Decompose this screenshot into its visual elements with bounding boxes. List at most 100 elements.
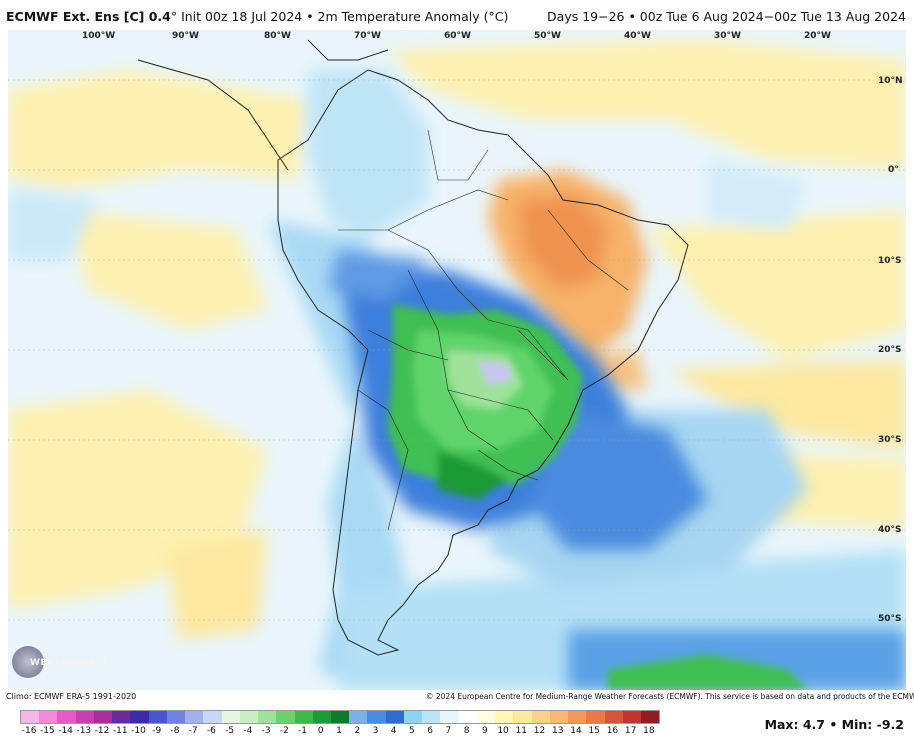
climo-note: Climo: ECMWF ERA-5 1991-2020 [6, 692, 137, 701]
color-swatch [276, 711, 295, 723]
color-swatch [166, 711, 186, 723]
color-swatch [349, 711, 368, 723]
color-swatch [622, 711, 641, 723]
scale-tick-label: 7 [445, 726, 452, 736]
lon-label: 30°W [714, 31, 741, 41]
anomaly-map [8, 30, 906, 690]
color-swatch [203, 711, 222, 723]
color-scale-ticks: -16 -15 -14 -13 -12 -11 -10 -9 -8 -7 -6 -5 -4 -3 -2 -1 0… [20, 726, 660, 738]
scale-tick-label: -1 [298, 726, 308, 736]
scale-tick-label: 10 [497, 726, 509, 736]
lat-label: 0° [888, 165, 899, 175]
header: ECMWF Ext. Ens [C] 0.4° Init 00z 18 Jul … [0, 0, 914, 30]
scale-tick-label: 4 [390, 726, 397, 736]
color-swatch [148, 711, 167, 723]
scale-tick-label: -9 [152, 726, 162, 736]
lon-label: 50°W [534, 31, 561, 41]
color-swatch [112, 711, 131, 723]
footer: Climo: ECMWF ERA-5 1991-2020 © 2024 Euro… [0, 690, 914, 750]
lon-label: 80°W [264, 31, 291, 41]
scale-tick-label: -6 [206, 726, 216, 736]
scale-tick-label: 6 [427, 726, 434, 736]
color-swatch [549, 711, 569, 723]
lat-label: 10°S [878, 256, 902, 266]
model-name: ECMWF Ext. Ens [C] 0.4 [6, 9, 171, 24]
color-swatch [604, 711, 623, 723]
lon-label: 20°W [804, 31, 831, 41]
lon-label: 70°W [354, 31, 381, 41]
color-swatch [385, 711, 404, 723]
color-swatch [57, 711, 76, 723]
scale-tick-label: 5 [409, 726, 415, 736]
warm-orange-field [488, 170, 648, 390]
scale-tick-label: -15 [39, 726, 55, 736]
lat-label: 20°S [878, 345, 902, 355]
color-swatch [239, 711, 259, 723]
color-swatch [185, 711, 204, 723]
continent-outline [137, 39, 689, 656]
color-swatch [258, 711, 277, 723]
scale-tick-label: -5 [225, 726, 235, 736]
scale-tick-label: -10 [131, 726, 146, 736]
scale-tick-label: 17 [624, 726, 637, 736]
color-swatch [93, 711, 113, 723]
color-swatch [568, 711, 587, 723]
scale-tick-label: -12 [94, 726, 110, 736]
scale-tick-label: -3 [261, 726, 271, 736]
map-canvas [8, 30, 906, 690]
weatherbell-logo: WEATHERBELL [12, 646, 109, 680]
copyright-note: © 2024 European Centre for Medium-Range … [426, 692, 914, 701]
max-min-readout: Max: 4.7 • Min: -9.2 [764, 717, 904, 732]
scale-tick-label: -13 [76, 726, 92, 736]
scale-tick-label: 0 [317, 726, 324, 736]
lon-label: 40°W [624, 31, 651, 41]
scale-tick-label: -16 [21, 726, 37, 736]
color-swatch [440, 711, 459, 723]
color-swatch [476, 711, 496, 723]
scale-tick-label: 18 [643, 726, 655, 736]
color-swatch [312, 711, 331, 723]
color-swatch [330, 711, 350, 723]
logo-text: WEATHERBELL [30, 658, 110, 668]
color-swatch [294, 711, 313, 723]
lon-label: 60°W [444, 31, 471, 41]
init-info: Init 00z 18 Jul 2024 • 2m Temperature An… [181, 9, 509, 24]
color-swatch [21, 711, 40, 723]
logo-globe-icon [12, 646, 44, 678]
lat-label: 10°N [878, 76, 903, 86]
scale-tick-label: -2 [279, 726, 289, 736]
lon-label: 100°W [82, 31, 116, 41]
scale-tick-label: 12 [533, 726, 546, 736]
scale-tick-label: -14 [58, 726, 73, 736]
map-title: ECMWF Ext. Ens [C] 0.4° Init 00z 18 Jul … [6, 9, 509, 24]
scale-tick-label: 9 [481, 726, 488, 736]
color-swatch [495, 711, 514, 723]
scale-tick-label: 2 [354, 726, 361, 736]
scale-tick-label: 16 [606, 726, 619, 736]
scale-tick-label: 1 [336, 726, 342, 736]
color-scale-bar [20, 710, 660, 724]
scale-tick-label: -11 [112, 726, 128, 736]
scale-tick-label: 8 [463, 726, 470, 736]
scale-tick-label: 13 [552, 726, 564, 736]
lat-label: 30°S [878, 435, 902, 445]
scale-tick-label: -4 [243, 726, 253, 736]
color-swatch [39, 711, 58, 723]
lon-label: 90°W [172, 31, 199, 41]
scale-tick-label: -7 [188, 726, 198, 736]
color-swatch [403, 711, 423, 723]
color-swatch [531, 711, 550, 723]
color-swatch [130, 711, 149, 723]
scale-tick-label: 3 [372, 726, 379, 736]
color-swatch [367, 711, 386, 723]
color-swatch [586, 711, 605, 723]
scale-tick-label: 14 [570, 726, 582, 736]
valid-period: Days 19−26 • 00z Tue 6 Aug 2024−00z Tue … [547, 9, 906, 24]
color-swatch [221, 711, 240, 723]
color-swatch [640, 711, 660, 723]
color-swatch [458, 711, 477, 723]
scale-tick-label: 15 [588, 726, 600, 736]
color-swatch [513, 711, 532, 723]
scale-tick-label: 11 [515, 726, 528, 736]
color-swatch [75, 711, 94, 723]
